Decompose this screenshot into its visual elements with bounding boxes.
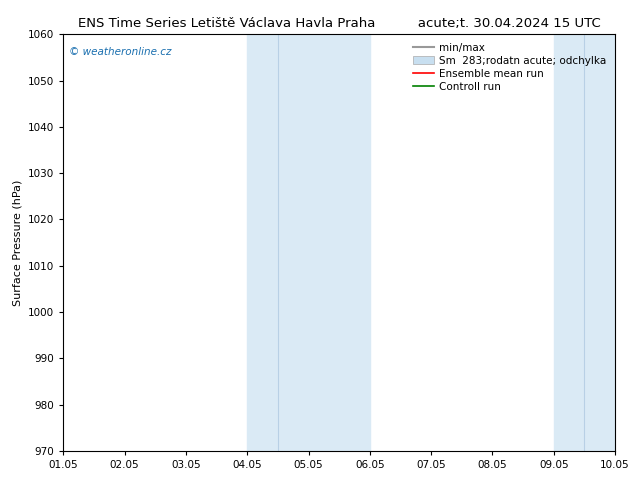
Text: © weatheronline.cz: © weatheronline.cz xyxy=(69,47,171,57)
Bar xyxy=(247,34,370,451)
Y-axis label: Surface Pressure (hPa): Surface Pressure (hPa) xyxy=(13,179,23,306)
Title: ENS Time Series Letiště Václava Havla Praha          acute;t. 30.04.2024 15 UTC: ENS Time Series Letiště Václava Havla Pr… xyxy=(78,17,600,30)
Bar xyxy=(553,34,615,451)
Legend: min/max, Sm  283;rodatn acute; odchylka, Ensemble mean run, Controll run: min/max, Sm 283;rodatn acute; odchylka, … xyxy=(410,40,610,95)
